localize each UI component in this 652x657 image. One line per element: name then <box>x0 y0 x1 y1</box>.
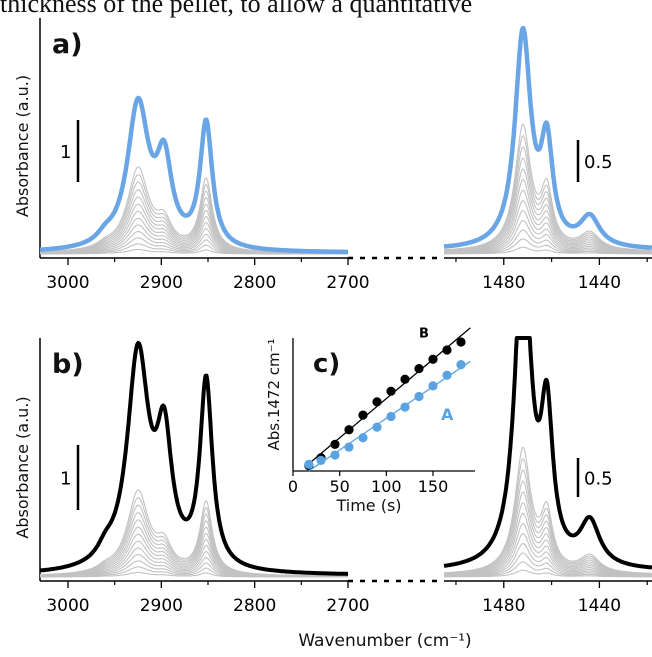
x-tick-label: 1480 <box>482 273 525 293</box>
inset-x-tick-label: 50 <box>329 477 349 496</box>
data-point-B <box>428 354 438 364</box>
final-spectrum-right <box>442 25 652 250</box>
intermediate-spectrum-left <box>40 489 348 577</box>
scale-bar-left-label: 1 <box>60 469 71 490</box>
intermediate-spectrum-right <box>444 157 652 252</box>
x-tick-label: 1480 <box>482 596 525 616</box>
final-spectrum-left <box>39 340 349 576</box>
data-point-B <box>400 374 410 384</box>
inset-c: 0 50 100 150 Time (s) Abs.1472 cm⁻¹ c) B A <box>265 326 480 515</box>
x-tick-label: 2700 <box>326 596 369 616</box>
final-spectrum-left <box>38 95 350 255</box>
panel-label: a) <box>52 29 83 60</box>
x-tick-label: 2800 <box>233 596 276 616</box>
data-point-B <box>344 425 354 435</box>
intermediate-spectrum-right <box>444 135 652 252</box>
data-point-A <box>428 381 438 391</box>
x-tick-label: 2700 <box>326 273 369 293</box>
intermediate-spectrum-right <box>444 123 652 251</box>
data-point-B <box>386 386 396 396</box>
data-point-A <box>414 391 424 402</box>
x-tick-label: 3000 <box>46 596 89 616</box>
data-point-B <box>330 439 340 449</box>
data-point-B <box>456 337 466 347</box>
scale-bar-left-label: 1 <box>60 142 71 163</box>
data-point-B <box>358 410 368 420</box>
series-label-A: A <box>441 405 454 424</box>
x-tick-label: 2900 <box>140 273 183 293</box>
intermediate-spectrum-right <box>444 491 652 576</box>
panel-b: 3000 2900 2800 2700 1480 1440 b) Absorbance (a.… <box>13 336 652 651</box>
inset-background <box>285 330 480 510</box>
intermediate-spectrum-right <box>444 168 652 253</box>
inset-x-axis-label: Time (s) <box>335 496 401 515</box>
inset-x-tick-label: 100 <box>371 477 402 496</box>
intermediate-spectrum-right <box>444 446 652 574</box>
inset-label: c) <box>313 349 340 379</box>
data-point-A <box>304 459 314 469</box>
inset-x-tick-label: 0 <box>288 477 298 496</box>
x-tick-label: 1440 <box>578 273 621 293</box>
y-axis-label: Absorbance (a.u.) <box>13 396 32 538</box>
x-tick-label: 2900 <box>140 596 183 616</box>
x-tick-label: 1440 <box>578 596 621 616</box>
panel-a: 3000 2900 2800 2700 1480 1440 a) Absorbance (a.… <box>13 18 652 293</box>
scale-bar-right-label: 0.5 <box>584 152 613 173</box>
data-point-A <box>372 422 382 432</box>
caption-fragment: thickness of the pellet, to allow a quan… <box>0 0 473 18</box>
data-point-A <box>442 370 452 380</box>
data-point-A <box>316 455 326 465</box>
y-axis-label: Absorbance (a.u.) <box>13 75 32 217</box>
inset-x-tick-label: 150 <box>418 477 449 496</box>
data-point-B <box>414 363 424 374</box>
data-point-A <box>400 402 410 412</box>
data-point-B <box>372 397 382 407</box>
panel-label: b) <box>52 349 84 380</box>
intermediate-spectrum-right <box>444 512 652 576</box>
intermediate-spectrum-right <box>444 469 652 575</box>
x-axis-label: Wavenumber (cm⁻¹) <box>298 631 471 651</box>
data-point-A <box>344 442 354 452</box>
data-point-B <box>442 345 452 355</box>
x-tick-label: 3000 <box>46 273 89 293</box>
final-spectrum-right <box>442 336 652 570</box>
data-point-A <box>386 411 396 422</box>
intermediate-spectrum-right <box>444 458 652 575</box>
series-label-B: B <box>419 326 429 341</box>
data-point-A <box>456 360 466 370</box>
data-point-A <box>330 450 340 460</box>
data-point-A <box>358 433 368 443</box>
x-tick-label: 2800 <box>233 273 276 293</box>
intermediate-spectrum-right <box>444 146 652 252</box>
intermediate-spectrum-right <box>444 189 652 253</box>
inset-y-axis-label: Abs.1472 cm⁻¹ <box>265 338 283 450</box>
intermediate-spectrum-right <box>444 523 652 577</box>
scale-bar-right-label: 0.5 <box>584 469 613 490</box>
